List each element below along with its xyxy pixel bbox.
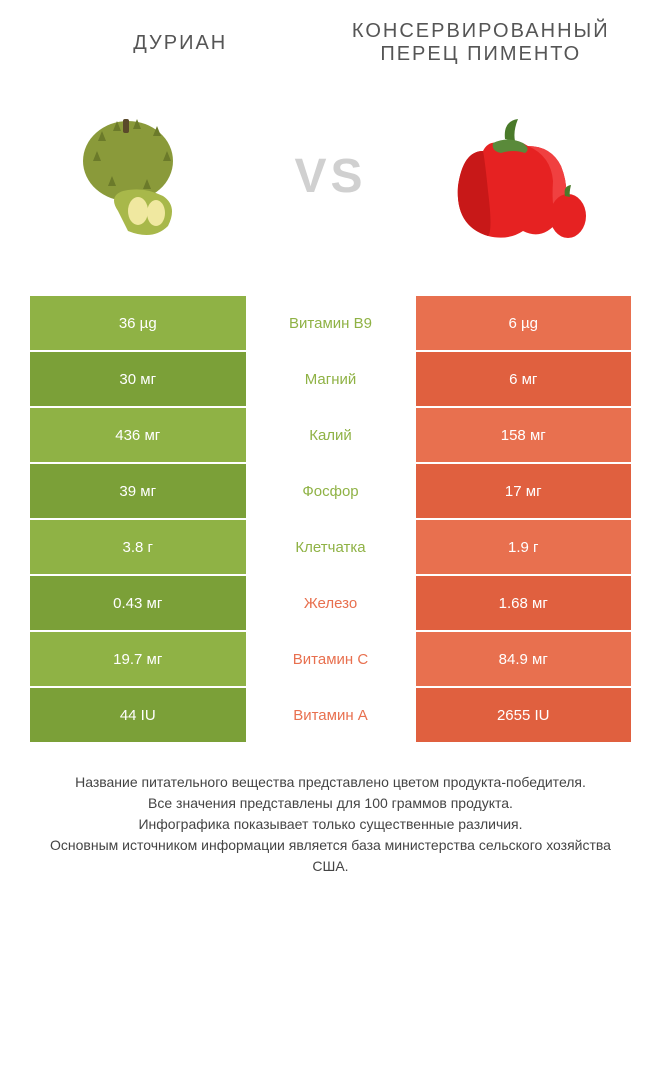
right-food-title: КОНСЕРВИРОВАННЫЙ ПЕРЕЦ ПИМЕНТО [331,20,632,66]
right-value: 158 мг [416,408,632,462]
nutrient-label: Витамин C [246,632,416,686]
left-value: 436 мг [30,408,246,462]
durian-icon [58,96,238,256]
left-value: 44 IU [30,688,246,742]
table-row: 3.8 гКлетчатка1.9 г [30,520,631,574]
nutrient-label: Калий [246,408,416,462]
nutrient-label: Витамин B9 [246,296,416,350]
footer-line: Инфографика показывает только существенн… [40,814,621,835]
right-value: 1.9 г [416,520,632,574]
table-row: 39 мгФосфор17 мг [30,464,631,518]
footer-line: Все значения представлены для 100 граммо… [40,793,621,814]
right-value: 84.9 мг [416,632,632,686]
vs-label: VS [294,149,366,204]
table-row: 36 µgВитамин B96 µg [30,296,631,350]
table-row: 19.7 мгВитамин C84.9 мг [30,632,631,686]
table-row: 44 IUВитамин A2655 IU [30,688,631,742]
footer-line: Название питательного вещества представл… [40,772,621,793]
nutrient-label: Витамин A [246,688,416,742]
right-value: 17 мг [416,464,632,518]
pepper-icon [423,96,603,256]
right-value: 1.68 мг [416,576,632,630]
table-row: 436 мгКалий158 мг [30,408,631,462]
left-value: 30 мг [30,352,246,406]
header-row: ДУРИАН КОНСЕРВИРОВАННЫЙ ПЕРЕЦ ПИМЕНТО [30,20,631,66]
footer-line: Основным источником информации является … [40,835,621,877]
nutrient-label: Клетчатка [246,520,416,574]
left-value: 0.43 мг [30,576,246,630]
left-value: 3.8 г [30,520,246,574]
table-row: 30 мгМагний6 мг [30,352,631,406]
nutrient-label: Фосфор [246,464,416,518]
images-row: VS [30,86,631,266]
table-row: 0.43 мгЖелезо1.68 мг [30,576,631,630]
left-value: 39 мг [30,464,246,518]
infographic-container: ДУРИАН КОНСЕРВИРОВАННЫЙ ПЕРЕЦ ПИМЕНТО VS [0,0,661,897]
footer-notes: Название питательного вещества представл… [30,772,631,877]
nutrient-label: Железо [246,576,416,630]
right-value: 6 мг [416,352,632,406]
right-value: 6 µg [416,296,632,350]
left-value: 36 µg [30,296,246,350]
comparison-table: 36 µgВитамин B96 µg30 мгМагний6 мг436 мг… [30,296,631,742]
left-food-title: ДУРИАН [30,32,331,55]
right-value: 2655 IU [416,688,632,742]
left-value: 19.7 мг [30,632,246,686]
nutrient-label: Магний [246,352,416,406]
